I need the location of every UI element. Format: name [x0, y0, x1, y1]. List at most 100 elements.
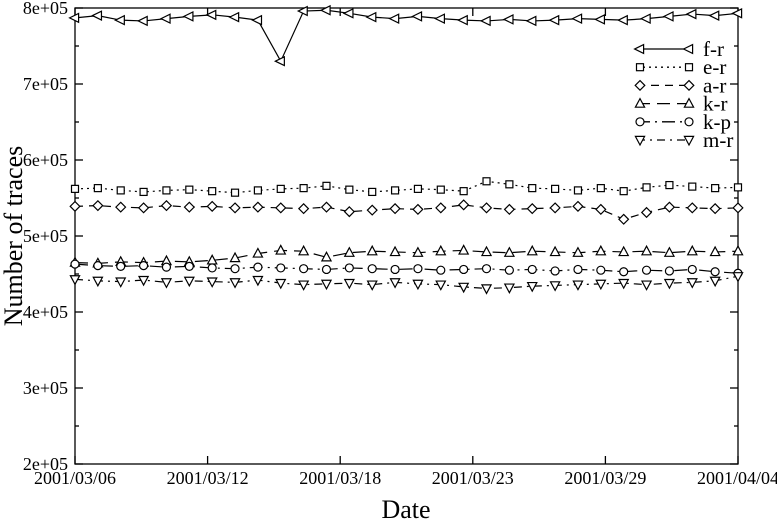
series-marker-k-p [664, 266, 675, 276]
series-marker-k-r [366, 244, 378, 256]
series-marker-e-r [253, 186, 262, 195]
series-marker-e-r [505, 180, 514, 189]
series-marker-f-r [616, 14, 628, 26]
series-line-m-r [74, 275, 739, 290]
series-marker-f-r [388, 13, 400, 25]
legend-label-k-r: k-r [703, 92, 728, 116]
series-marker-e-r [299, 184, 308, 193]
series-marker-k-r [412, 246, 424, 257]
series-marker-e-r [482, 177, 491, 186]
series-marker-m-r [275, 278, 287, 290]
series-marker-m-r [480, 284, 493, 295]
series-marker-a-r [412, 203, 424, 216]
series-marker-a-r [686, 202, 698, 214]
series-marker-k-p [436, 265, 446, 275]
series-marker-a-r [183, 201, 195, 213]
legend-marker-f-r [633, 43, 645, 55]
y-tick-label: 6e+05 [23, 150, 68, 170]
series-marker-e-r [733, 183, 743, 192]
legend-marker-k-r [634, 97, 646, 108]
series-marker-f-r [182, 10, 194, 22]
series-marker-k-r [275, 244, 287, 255]
series-marker-a-r [320, 201, 333, 213]
series-marker-f-r [136, 15, 148, 27]
x-tick-label: 2001/03/12 [167, 468, 249, 488]
series-line-e-r [74, 180, 739, 194]
series-marker-e-r [596, 184, 605, 193]
series-marker-e-r [162, 186, 171, 195]
series-marker-a-r [206, 200, 218, 213]
legend-label-m-r: m-r [703, 128, 733, 152]
series-marker-m-r [389, 278, 401, 289]
series-marker-f-r [731, 7, 743, 19]
series-marker-k-r [320, 251, 333, 262]
series-marker-k-r [298, 244, 310, 256]
legend-marker-a-r [634, 79, 646, 92]
series-marker-m-r [115, 277, 127, 288]
series-marker-a-r [229, 202, 241, 214]
series-marker-e-r [711, 184, 720, 193]
series-marker-f-r [319, 4, 331, 16]
x-tick-label: 2001/03/18 [299, 468, 381, 488]
series-marker-f-r [662, 10, 674, 22]
series-marker-a-r [92, 199, 104, 212]
series-marker-a-r [435, 202, 447, 214]
series-marker-m-r [435, 280, 447, 291]
series-marker-a-r [137, 202, 150, 214]
y-tick-label: 5e+05 [23, 226, 68, 246]
series-marker-k-r [595, 244, 607, 256]
series-marker-f-r [456, 14, 468, 26]
series-marker-m-r [137, 275, 150, 287]
series-marker-m-r [526, 281, 538, 293]
series-marker-k-r [389, 245, 401, 257]
legend-marker-k-p [635, 117, 645, 127]
series-marker-k-p [367, 264, 377, 274]
y-tick-label: 7e+05 [23, 74, 68, 94]
series-marker-m-r [206, 277, 218, 288]
series-marker-m-r [572, 280, 584, 291]
y-tick-label: 4e+05 [23, 302, 68, 322]
series-marker-k-p [596, 265, 606, 275]
series-marker-f-r [434, 13, 445, 25]
series-marker-f-r [548, 14, 560, 26]
series-marker-e-r [116, 186, 125, 195]
series-marker-k-r [252, 247, 264, 258]
series-marker-k-r [526, 244, 538, 256]
legend-marker-k-r [683, 97, 695, 108]
series-marker-k-p [687, 264, 697, 275]
series-marker-k-r [686, 244, 698, 256]
series-marker-e-r [70, 184, 80, 193]
series-marker-k-p [93, 261, 103, 271]
series-marker-k-p [253, 262, 263, 272]
series-marker-e-r [390, 186, 400, 195]
series-marker-f-r [594, 14, 606, 25]
series-marker-e-r [276, 184, 285, 193]
series-marker-e-r [619, 187, 628, 196]
series-marker-e-r [413, 184, 423, 193]
series-marker-a-r [595, 203, 607, 216]
series-marker-f-r [228, 11, 240, 23]
series-marker-m-r [366, 280, 378, 291]
series-marker-k-p [321, 264, 332, 275]
series-marker-f-r [296, 5, 308, 17]
legend-label-e-r: e-r [703, 55, 726, 79]
series-marker-f-r [685, 8, 697, 20]
series-marker-f-r [342, 7, 354, 19]
series-marker-e-r [528, 184, 537, 193]
series-marker-k-r [549, 245, 561, 257]
series-marker-m-r [709, 276, 721, 288]
series-marker-k-r [503, 246, 515, 257]
series-marker-k-p [550, 266, 560, 276]
series-line-k-r [74, 249, 739, 264]
series-marker-e-r [185, 185, 194, 194]
x-tick-label: 2001/03/23 [432, 468, 514, 488]
series-marker-m-r [595, 279, 607, 291]
series-marker-k-p [504, 265, 514, 275]
series-marker-m-r [663, 278, 676, 290]
series-marker-k-r [640, 244, 653, 256]
series-marker-m-r [229, 278, 241, 289]
legend-marker-e-r [635, 63, 645, 72]
series-marker-k-p [276, 263, 286, 273]
series-line-f-r [74, 9, 739, 63]
